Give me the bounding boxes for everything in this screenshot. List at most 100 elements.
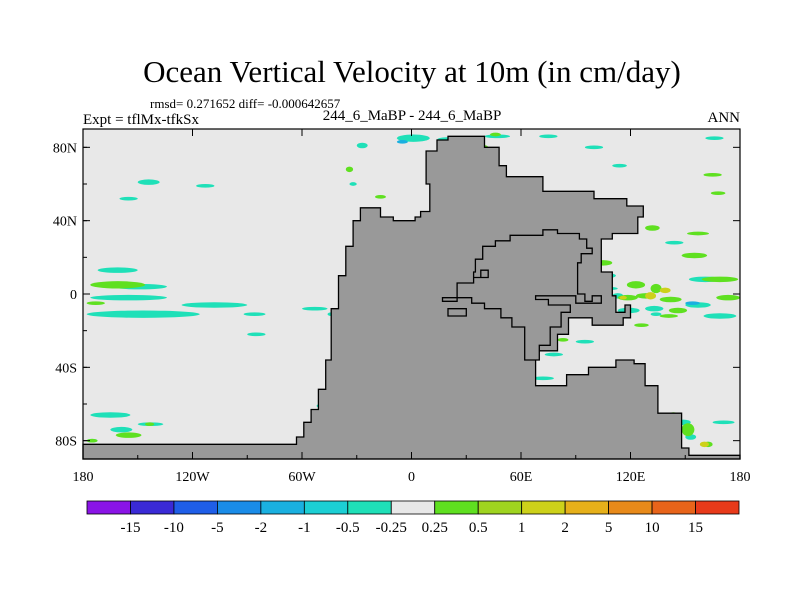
negative-velocity-patch <box>645 305 664 312</box>
colorbar-swatch <box>173 500 218 515</box>
y-tick-label: 0 <box>70 288 77 303</box>
colorbar-swatch <box>651 500 696 515</box>
positive-velocity-patch <box>659 296 682 303</box>
chart-title: Ocean Vertical Velocity at 10m (in cm/da… <box>143 54 681 89</box>
positive-velocity-patch <box>710 191 726 196</box>
x-tick-label: 180 <box>73 470 94 485</box>
positive-velocity-patch <box>90 281 146 289</box>
negative-velocity-patch <box>119 196 138 201</box>
positive-velocity-patch <box>489 132 501 137</box>
colorbar-label: 15 <box>688 520 703 536</box>
y-tick-label: 40N <box>53 215 77 230</box>
strong-negative-velocity-patch <box>685 301 700 305</box>
x-tick-label: 60E <box>510 470 533 485</box>
negative-velocity-patch <box>196 184 215 188</box>
colorbar-label: 2 <box>561 520 569 536</box>
negative-velocity-patch <box>90 294 167 301</box>
y-tick-label: 80S <box>55 435 77 450</box>
colorbar-swatch <box>695 500 740 515</box>
negative-velocity-patch <box>356 142 368 149</box>
experiment-label: Expt = tflMx-tfkSx <box>83 112 199 128</box>
colorbar-swatch <box>521 500 566 515</box>
x-tick-label: 60W <box>288 470 316 485</box>
negative-velocity-patch <box>703 313 737 319</box>
negative-velocity-patch <box>86 310 200 318</box>
colorbar-label: -5 <box>211 520 224 536</box>
colorbar-label: -2 <box>255 520 268 536</box>
negative-velocity-patch <box>712 420 735 425</box>
negative-velocity-patch <box>137 179 160 185</box>
negative-velocity-patch <box>584 145 604 150</box>
positive-velocity-patch <box>115 432 142 438</box>
colorbar-label: -1 <box>298 520 311 536</box>
positive-velocity-patch <box>626 281 646 289</box>
land-mass <box>82 135 741 460</box>
colorbar-label: 10 <box>645 520 660 536</box>
x-tick-label: 0 <box>408 470 415 485</box>
negative-velocity-patch <box>247 332 266 337</box>
negative-velocity-patch <box>539 134 558 139</box>
negative-velocity-patch <box>97 267 138 273</box>
colorbar-label: 1 <box>518 520 526 536</box>
positive-velocity-patch <box>687 231 709 236</box>
negative-velocity-patch <box>531 376 554 381</box>
stats-label: rmsd= 0.271652 diff= -0.000642657 <box>150 96 341 111</box>
negative-velocity-patch <box>243 312 266 316</box>
colorbar-swatch <box>564 500 610 515</box>
season-label: ANN <box>708 110 741 126</box>
positive-velocity-patch <box>703 173 722 177</box>
colorbar-swatch <box>303 500 349 515</box>
land-mass <box>447 308 467 317</box>
land-mass <box>441 229 602 361</box>
positive-velocity-patch <box>86 438 98 443</box>
positive-velocity-patch <box>557 338 569 342</box>
colorbar-label: 0.5 <box>469 520 488 536</box>
colorbar-label: 5 <box>605 520 613 536</box>
positive-velocity-patch <box>86 301 105 305</box>
colorbar-label: -10 <box>164 520 184 536</box>
positive-velocity-patch <box>659 314 678 318</box>
strong-positive-velocity-patch <box>645 292 657 300</box>
x-tick-label: 120W <box>175 470 210 485</box>
negative-velocity-patch <box>302 306 328 311</box>
colorbar-swatch <box>86 500 131 515</box>
negative-velocity-patch <box>705 136 724 141</box>
map-plot-area: 180 120W 60W 0 60E 120E 180 80N 40N 0 40S 80S <box>53 128 751 485</box>
negative-velocity-patch <box>544 352 563 357</box>
colorbar-swatch <box>390 500 436 515</box>
negative-velocity-patch <box>110 426 133 433</box>
positive-velocity-patch <box>634 323 649 327</box>
x-tick-label: 180 <box>730 470 751 485</box>
positive-velocity-patch <box>681 252 708 259</box>
positive-velocity-patch <box>716 294 740 301</box>
colorbar-swatch <box>130 500 175 515</box>
negative-velocity-patch <box>650 312 662 316</box>
strong-negative-velocity-patch <box>396 140 408 144</box>
strong-positive-velocity-patch <box>619 295 627 300</box>
strong-positive-velocity-patch <box>659 287 671 294</box>
negative-velocity-patch <box>349 182 357 186</box>
case-label: 244_6_MaBP - 244_6_MaBP <box>323 108 502 124</box>
x-tick-label: 120E <box>616 470 646 485</box>
colorbar-swatch <box>347 500 392 515</box>
positive-velocity-patch <box>701 276 739 283</box>
y-tick-label: 40S <box>55 361 77 376</box>
positive-velocity-patch <box>645 225 660 231</box>
colorbar-swatch <box>608 500 653 515</box>
positive-velocity-patch <box>345 166 354 173</box>
y-tick-label: 80N <box>53 141 77 156</box>
negative-velocity-patch <box>575 339 594 344</box>
colorbar-label: -0.25 <box>376 520 407 536</box>
colorbar: -15 -10 -5 -2 -1 -0.5 -0.25 0.25 0.5 1 2 5 10 15 <box>86 500 740 536</box>
positive-velocity-patch <box>145 422 155 426</box>
colorbar-swatch <box>434 500 479 515</box>
negative-velocity-patch <box>396 134 430 142</box>
negative-velocity-patch <box>90 412 131 418</box>
negative-velocity-patch <box>665 240 684 245</box>
land-mass <box>473 269 489 279</box>
positive-velocity-patch <box>375 195 386 199</box>
colorbar-label: -0.5 <box>336 520 360 536</box>
negative-velocity-patch <box>181 302 248 308</box>
positive-velocity-patch <box>650 283 662 294</box>
